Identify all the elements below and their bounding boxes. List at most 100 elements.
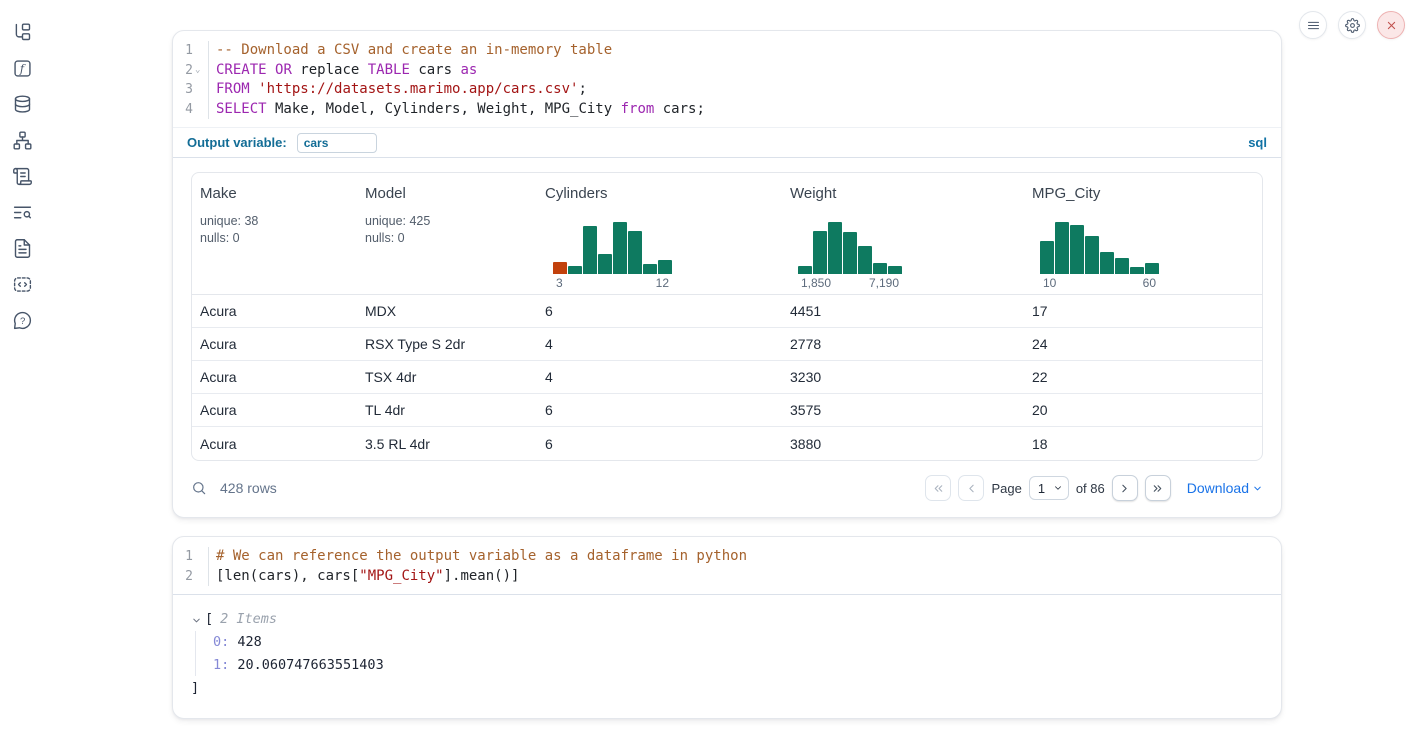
hamburger-menu-button[interactable] [1299, 11, 1327, 39]
table-header-row: Make unique: 38 nulls: 0 Model unique: 4… [192, 173, 1262, 295]
histogram-bar [583, 226, 597, 274]
column-stats: unique: 425 nulls: 0 [365, 213, 537, 246]
fold-chevron-icon[interactable]: ⌄ [195, 66, 204, 75]
line-number-text: 3 [185, 80, 193, 100]
data-table-card: Make unique: 38 nulls: 0 Model unique: 4… [191, 172, 1263, 461]
line-number-text: 1 [185, 547, 193, 567]
sql-code-editor[interactable]: 1-- Download a CSV and create an in-memo… [173, 31, 1281, 127]
code-token: cars; [654, 101, 705, 117]
code-token: FROM [216, 81, 250, 97]
code-line[interactable]: 3 FROM 'https://datasets.marimo.app/cars.… [173, 80, 1281, 100]
python-cell: 1# We can reference the output variable … [172, 536, 1282, 719]
line-number: 3 [173, 80, 209, 100]
code-line[interactable]: 1-- Download a CSV and create an in-memo… [173, 41, 1281, 61]
axis-min-label: 1,850 [801, 276, 831, 290]
help-chat-icon[interactable]: ? [12, 310, 33, 331]
cylinders-histogram: 312 [553, 219, 782, 290]
page-select[interactable]: 1 [1029, 476, 1069, 500]
line-number: 1 [173, 41, 209, 61]
table-cell: 4451 [782, 303, 1024, 319]
datasources-icon[interactable] [12, 94, 33, 115]
histogram-bar [628, 231, 642, 274]
snippets-icon[interactable] [12, 274, 33, 295]
code-line[interactable]: 2 [len(cars), cars["MPG_City"].mean()] [173, 567, 1281, 587]
column-header-mpg-city[interactable]: MPG_City 1060 [1024, 173, 1262, 294]
axis-min-label: 10 [1043, 276, 1056, 290]
code-token: Make, Model, Cylinders, Weight, MPG_City [267, 101, 621, 117]
table-row[interactable]: AcuraMDX6445117 [192, 295, 1262, 328]
histogram-bar [1085, 236, 1099, 274]
table-cell: 4 [537, 369, 782, 385]
histogram-bar [813, 231, 827, 274]
last-page-button[interactable] [1145, 475, 1171, 501]
download-button[interactable]: Download [1187, 480, 1263, 496]
cell-output: [ 2 Items 0: 4281: 20.060747663551403 ] [173, 595, 1281, 718]
previous-page-button[interactable] [958, 475, 984, 501]
column-header-make[interactable]: Make unique: 38 nulls: 0 [192, 173, 357, 294]
table-row[interactable]: AcuraTSX 4dr4323022 [192, 361, 1262, 394]
table-cell: TL 4dr [357, 402, 537, 418]
stat-unique: unique: 425 [365, 213, 537, 230]
code-text: FROM 'https://datasets.marimo.app/cars.c… [209, 80, 587, 100]
chevron-down-icon [191, 615, 202, 626]
helper-panel-sidebar: f ? [10, 22, 34, 331]
language-badge: sql [1248, 135, 1267, 150]
code-text: [len(cars), cars["MPG_City"].mean()] [209, 567, 519, 587]
column-header-weight[interactable]: Weight 1,8507,190 [782, 173, 1024, 294]
code-token [250, 81, 258, 97]
outline-search-icon[interactable] [12, 202, 33, 223]
chevron-right-icon [1118, 482, 1131, 495]
table-row[interactable]: AcuraTL 4dr6357520 [192, 394, 1262, 427]
logs-icon[interactable] [12, 166, 33, 187]
table-cell: 18 [1024, 436, 1262, 452]
code-line[interactable]: 4SELECT Make, Model, Cylinders, Weight, … [173, 100, 1281, 120]
table-row[interactable]: AcuraRSX Type S 2dr4277824 [192, 328, 1262, 361]
hamburger-menu-icon [1306, 18, 1321, 33]
table-row[interactable]: Acura3.5 RL 4dr6388018 [192, 427, 1262, 460]
histogram-bar [858, 246, 872, 274]
column-label: Model [365, 185, 537, 202]
histogram-bar [828, 222, 842, 274]
line-number-text: 2 [185, 567, 193, 587]
next-page-button[interactable] [1112, 475, 1138, 501]
output-variable-input[interactable] [297, 133, 377, 153]
chevrons-left-icon [932, 482, 945, 495]
table-cell: 6 [537, 436, 782, 452]
mpg-city-histogram: 1060 [1040, 219, 1262, 290]
code-text: SELECT Make, Model, Cylinders, Weight, M… [209, 100, 705, 120]
dependency-graph-icon[interactable] [12, 130, 33, 151]
code-token: cars [410, 62, 461, 78]
python-code-editor[interactable]: 1# We can reference the output variable … [173, 537, 1281, 594]
column-header-model[interactable]: Model unique: 425 nulls: 0 [357, 173, 537, 294]
stat-nulls: nulls: 0 [365, 230, 537, 247]
histogram-axis-labels: 312 [553, 276, 672, 290]
column-header-cylinders[interactable]: Cylinders 312 [537, 173, 782, 294]
documentation-icon[interactable] [12, 238, 33, 259]
code-token: SELECT [216, 101, 267, 117]
code-token: ; [578, 81, 586, 97]
svg-text:f: f [18, 61, 25, 75]
download-label: Download [1187, 480, 1249, 496]
shutdown-button[interactable] [1377, 11, 1405, 39]
pagination: Page 1 of 86 [925, 475, 1170, 501]
histogram-bar [798, 266, 812, 274]
search-icon[interactable] [191, 480, 207, 496]
axis-max-label: 12 [656, 276, 669, 290]
code-line[interactable]: 2⌄CREATE OR replace TABLE cars as [173, 61, 1281, 81]
settings-button[interactable] [1338, 11, 1366, 39]
column-label: MPG_City [1032, 185, 1262, 202]
svg-text:?: ? [20, 316, 25, 327]
first-page-button[interactable] [925, 475, 951, 501]
tree-collapse-toggle[interactable] [191, 614, 202, 625]
code-line[interactable]: 1# We can reference the output variable … [173, 547, 1281, 567]
variables-icon[interactable]: f [12, 58, 33, 79]
file-explorer-icon[interactable] [12, 22, 33, 43]
stat-unique: unique: 38 [200, 213, 357, 230]
column-label: Cylinders [545, 185, 782, 202]
row-count: 428 rows [220, 480, 277, 496]
histogram-bar [1145, 263, 1159, 274]
table-cell: 3575 [782, 402, 1024, 418]
table-cell: 20 [1024, 402, 1262, 418]
notebook-actions [1299, 11, 1405, 39]
table-cell: 3880 [782, 436, 1024, 452]
